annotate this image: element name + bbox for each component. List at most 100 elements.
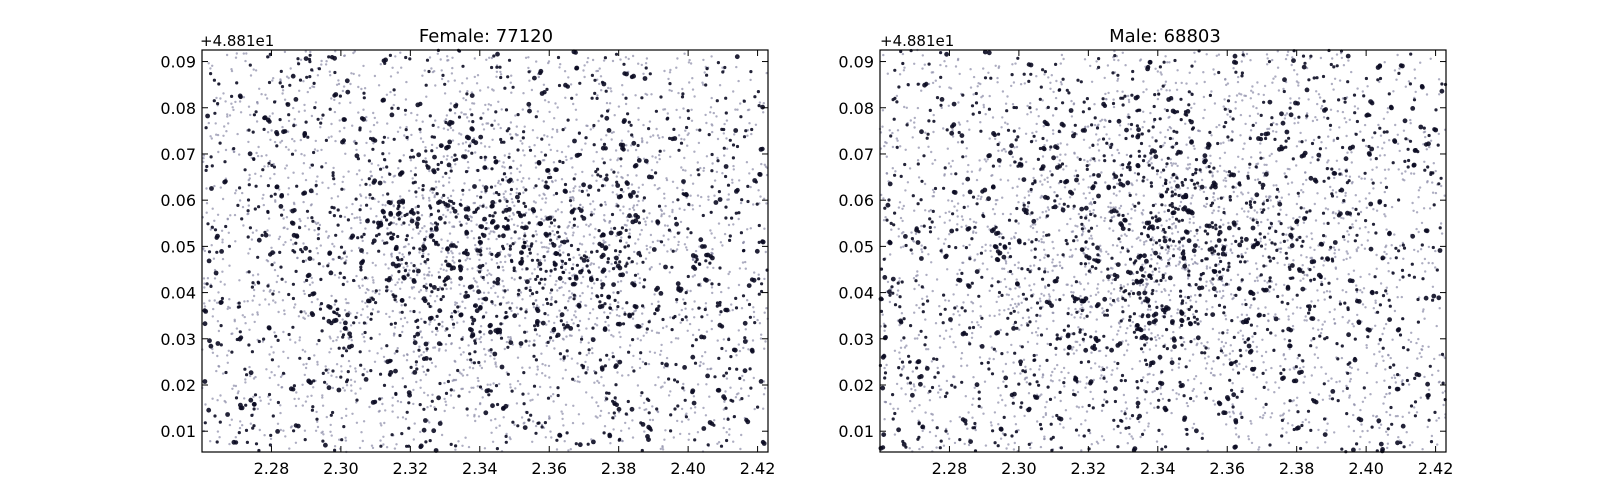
data-point — [551, 128, 554, 131]
data-point — [673, 314, 677, 319]
data-point — [603, 425, 607, 428]
data-point — [760, 333, 763, 336]
data-point — [1205, 280, 1208, 283]
female-scatter-panel: Female: 77120 +4.881e1 2.28 2.30 2.32 2.34 2… — [160, 26, 775, 478]
data-point — [489, 185, 494, 189]
data-point — [377, 232, 381, 236]
data-point — [369, 170, 372, 173]
data-point — [705, 67, 709, 71]
data-point — [472, 102, 476, 105]
data-point — [258, 396, 261, 399]
data-point — [409, 159, 413, 162]
data-point — [952, 293, 955, 296]
data-point — [270, 129, 273, 132]
data-point — [462, 284, 466, 288]
data-point — [391, 293, 395, 297]
data-point — [355, 274, 358, 278]
data-point — [703, 277, 708, 282]
data-point — [425, 289, 428, 293]
data-point — [338, 102, 341, 105]
data-point — [542, 120, 545, 123]
data-point — [339, 245, 344, 249]
data-point — [303, 373, 306, 377]
data-point — [298, 89, 301, 93]
data-point — [333, 182, 336, 186]
data-point — [382, 215, 387, 219]
data-point — [489, 230, 493, 233]
data-point — [424, 160, 428, 164]
data-point — [627, 256, 631, 260]
data-point — [691, 344, 695, 348]
data-point — [522, 213, 527, 217]
data-point — [992, 357, 995, 361]
data-point — [247, 140, 250, 144]
data-point — [754, 123, 758, 127]
data-point — [673, 378, 677, 382]
data-point — [217, 365, 221, 368]
data-point — [660, 215, 663, 218]
data-point — [532, 200, 536, 203]
data-point — [691, 182, 695, 185]
data-point — [619, 58, 622, 61]
data-point — [216, 354, 219, 358]
data-point — [464, 229, 469, 235]
data-point — [1017, 201, 1020, 204]
data-point — [593, 381, 596, 384]
data-point — [338, 94, 342, 98]
data-point — [621, 322, 626, 326]
data-point — [540, 241, 543, 244]
data-point — [445, 246, 450, 251]
data-point — [1018, 127, 1021, 130]
data-point — [733, 133, 736, 136]
data-point — [683, 243, 687, 246]
data-point — [1139, 435, 1142, 439]
data-point — [434, 326, 439, 331]
data-point — [499, 364, 505, 370]
data-point — [713, 419, 716, 422]
data-point — [727, 337, 731, 342]
data-point — [265, 259, 268, 262]
data-point — [611, 59, 615, 63]
data-point — [594, 371, 598, 375]
data-point — [419, 330, 422, 333]
data-point — [548, 172, 551, 175]
data-point — [232, 150, 236, 154]
data-point — [294, 269, 298, 273]
data-point — [263, 434, 266, 437]
data-point — [993, 411, 997, 414]
data-point — [630, 183, 634, 186]
data-point — [673, 216, 678, 220]
data-point — [324, 138, 328, 142]
data-point — [722, 426, 725, 430]
data-point — [673, 235, 676, 239]
data-point — [242, 96, 246, 99]
data-point — [341, 230, 344, 233]
data-point — [593, 78, 597, 82]
data-point — [327, 234, 331, 238]
data-point — [724, 371, 729, 375]
data-point — [1314, 116, 1317, 119]
data-point — [1108, 137, 1111, 140]
data-point — [624, 264, 628, 268]
data-point — [526, 101, 532, 107]
data-point — [1289, 97, 1292, 100]
data-point — [215, 96, 218, 100]
data-point — [380, 98, 385, 103]
data-point — [570, 357, 574, 360]
data-point — [410, 261, 413, 265]
data-point — [724, 96, 728, 100]
data-point — [1128, 295, 1132, 298]
data-point — [653, 312, 657, 316]
data-point — [1103, 219, 1106, 223]
data-point — [501, 165, 504, 168]
data-point — [319, 244, 322, 247]
data-point — [1123, 353, 1126, 357]
data-point — [219, 97, 222, 100]
data-point — [758, 322, 762, 325]
data-point — [757, 223, 761, 228]
data-point — [293, 97, 299, 102]
data-point — [724, 390, 727, 393]
data-point — [432, 187, 436, 191]
data-point — [604, 176, 609, 182]
data-point — [287, 187, 291, 190]
